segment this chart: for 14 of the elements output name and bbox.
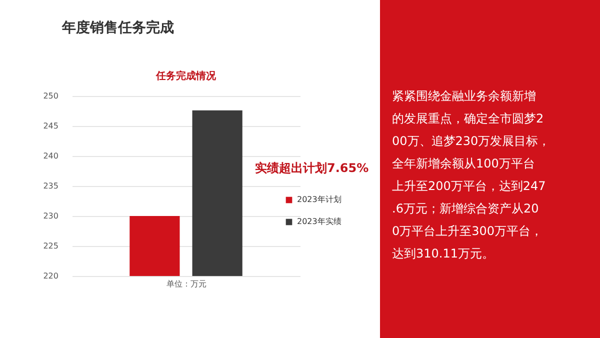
y-tick-label: 230 bbox=[43, 212, 58, 220]
y-tick-label: 245 bbox=[43, 122, 58, 130]
text: 紧紧围绕金融业务余额新增的发展重点，确定全市圆梦200万、追梦230万发展目标，全年新增余额从100万平台上升至200万平台，达到247.6万元；新增综合资产从200万平台上升至300万平台，达到310.11万元。 bbox=[392, 89, 550, 260]
chart-title: 年度销售任务完成 bbox=[61, 19, 174, 36]
y-tick-label: 225 bbox=[43, 242, 58, 250]
x-axis-title: 单位：万元 bbox=[166, 280, 206, 288]
legend-label: 2023年实绩 bbox=[297, 217, 342, 226]
legend-label: 2023年计划 bbox=[297, 195, 342, 204]
y-tick-label: 250 bbox=[43, 92, 58, 100]
y-tick-label: 235 bbox=[43, 182, 58, 190]
y-tick-label: 220 bbox=[43, 272, 58, 280]
chart-subtitle: 任务完成情况 bbox=[155, 70, 217, 82]
annotation: 实绩超出计划7.65% bbox=[255, 161, 369, 175]
y-tick-label: 240 bbox=[43, 152, 58, 160]
